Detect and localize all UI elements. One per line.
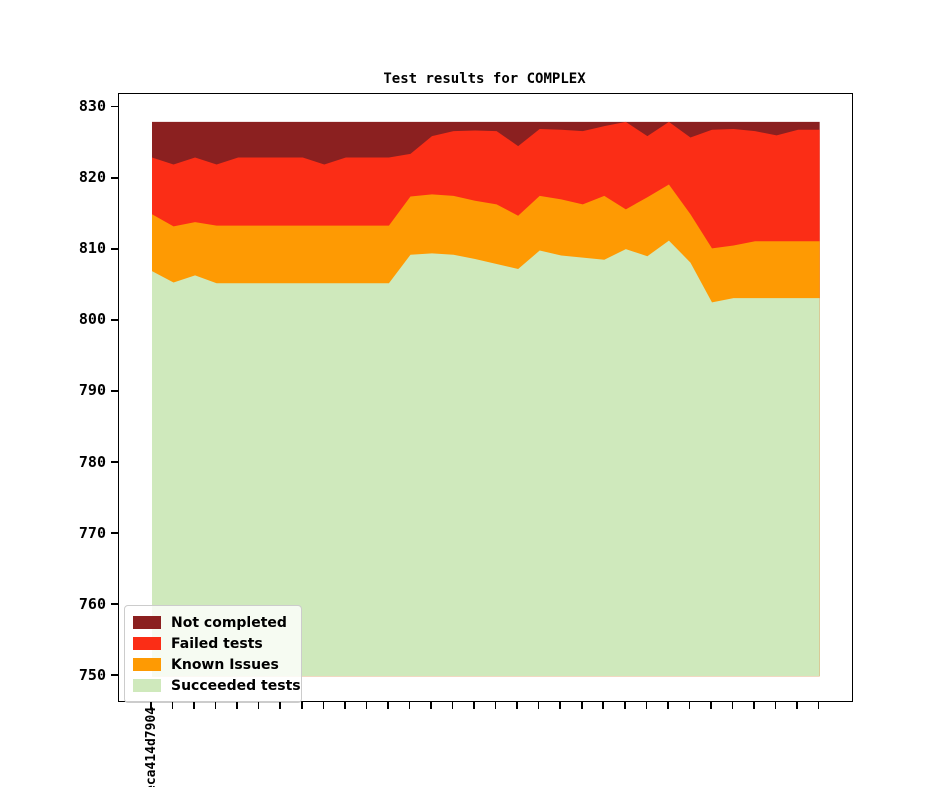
x-tick-mark (817, 701, 820, 709)
plot-area: Not completed Failed tests Known Issues … (118, 93, 853, 703)
succeeded-tests-swatch (133, 679, 161, 692)
chart-title: Test results for COMPLEX (383, 71, 586, 87)
y-tick-label: 780 (78, 452, 106, 471)
y-tick-mark (111, 603, 118, 605)
failed-tests-swatch (133, 637, 161, 650)
x-tick-mark (624, 701, 626, 709)
y-tick-mark (111, 176, 118, 179)
x-tick-mark (559, 701, 562, 709)
x-tick-mark (753, 701, 755, 709)
x-tick-mark (537, 701, 540, 709)
legend-item-not-completed: Not completed (133, 612, 293, 633)
x-tick-mark (322, 701, 325, 709)
legend-item-succeeded-tests: Succeeded tests (133, 675, 301, 696)
not-completed-swatch (133, 616, 161, 629)
y-tick-label: 820 (78, 168, 106, 187)
x-tick-mark (150, 701, 152, 709)
x-tick-mark (688, 701, 691, 709)
x-tick-mark (516, 701, 518, 709)
y-tick-label: 800 (78, 310, 106, 329)
x-tick-mark (473, 701, 475, 709)
x-tick-mark (731, 701, 734, 709)
x-tick-mark (279, 701, 282, 709)
x-tick-mark (387, 701, 389, 709)
series-succeeded-tests (152, 240, 820, 677)
legend: Not completed Failed tests Known Issues … (124, 605, 302, 703)
legend-label: Failed tests (171, 635, 263, 652)
x-tick-mark (171, 701, 174, 709)
x-tick-mark (430, 701, 432, 709)
y-tick-mark (111, 248, 118, 250)
x-tick-mark (236, 701, 238, 709)
y-tick-label: 790 (78, 381, 106, 400)
y-tick-label: 810 (78, 239, 106, 258)
y-tick-label: 830 (78, 97, 106, 116)
x-tick-mark (645, 701, 648, 709)
x-tick-mark (774, 701, 777, 709)
x-tick-mark (193, 701, 195, 709)
stacked-area-chart (152, 121, 820, 677)
x-tick-mark (494, 701, 497, 709)
x-tick-mark (257, 701, 260, 709)
x-tick-mark (344, 701, 346, 709)
x-tick-mark (214, 701, 217, 709)
y-tick-label: 760 (78, 594, 106, 613)
x-tick-mark (408, 701, 411, 709)
y-tick-mark (111, 674, 118, 676)
x-tick-mark (451, 701, 454, 709)
x-tick-mark (710, 701, 712, 709)
x-tick-label-commit: eca414d7904 (144, 706, 159, 787)
legend-label: Not completed (171, 614, 287, 631)
legend-item-known-issues: Known Issues (133, 654, 293, 675)
x-tick-mark (580, 701, 583, 709)
legend-label: Known Issues (171, 656, 279, 673)
y-tick-label: 750 (78, 665, 106, 684)
y-tick-mark (111, 319, 118, 321)
legend-label: Succeeded tests (171, 677, 301, 694)
x-tick-mark (796, 701, 798, 709)
x-tick-mark (667, 701, 669, 709)
y-tick-mark (111, 105, 118, 108)
legend-item-failed-tests: Failed tests (133, 633, 293, 654)
y-tick-mark (111, 390, 118, 392)
known-issues-swatch (133, 658, 161, 671)
y-tick-mark (111, 532, 118, 534)
y-tick-mark (111, 461, 118, 463)
x-tick-mark (602, 701, 605, 709)
y-tick-label: 770 (78, 523, 106, 542)
x-tick-mark (300, 701, 303, 709)
x-tick-mark (365, 701, 368, 709)
